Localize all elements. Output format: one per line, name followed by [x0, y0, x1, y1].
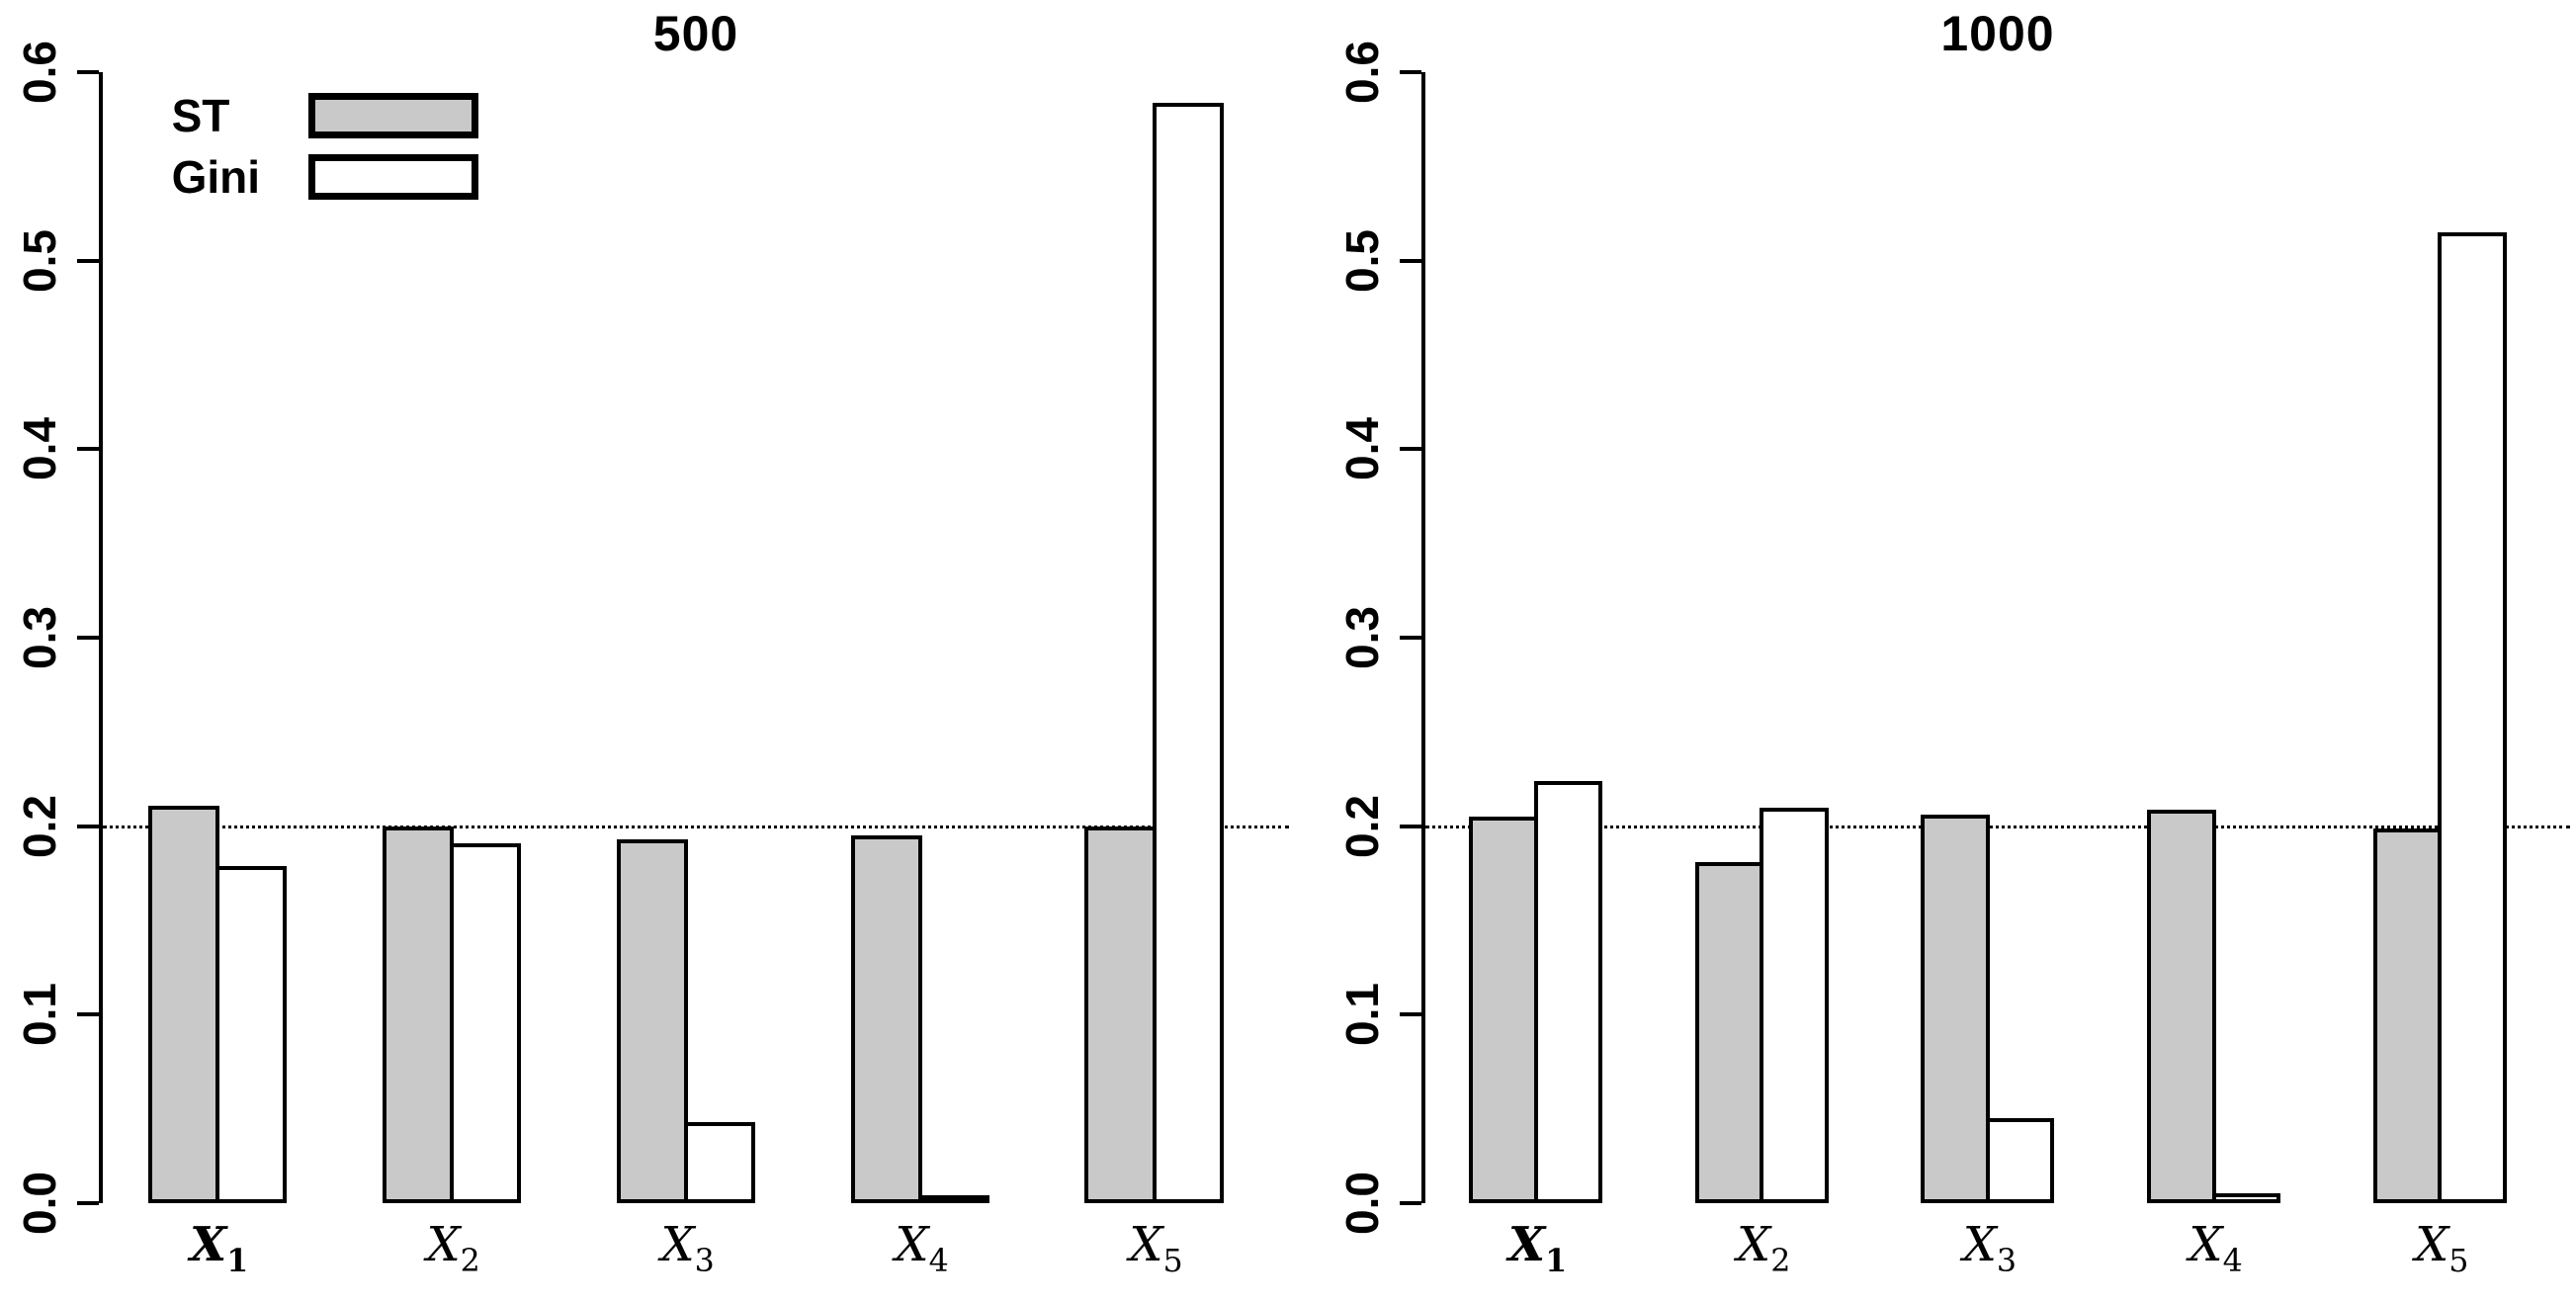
y-axis-tick-label: 0.0: [14, 1172, 65, 1235]
bar-group-X1: [1469, 72, 1606, 1203]
bar-gini-X3: [683, 1122, 755, 1203]
y-axis-tick-label: 0.3: [14, 606, 65, 669]
y-axis-tick: [1400, 1012, 1421, 1017]
x-axis-label-X2: X2: [426, 1217, 480, 1280]
bar-gini-X1: [215, 865, 287, 1203]
bar-gini-X5: [1152, 102, 1224, 1203]
x-axis-labels: X1 X2 X3 X4 X5: [103, 1203, 1289, 1279]
bar-st-X1: [1469, 817, 1538, 1203]
x-axis-label-X5: X5: [1129, 1217, 1183, 1280]
panel-title: 500: [652, 6, 739, 61]
panel-title: 1000: [1940, 6, 2055, 61]
y-axis-tick-label: 0.3: [1336, 606, 1388, 669]
bar-st-X4: [850, 835, 922, 1203]
bar-gini-X3: [1985, 1118, 2055, 1203]
x-axis-label-X4: X4: [895, 1217, 949, 1280]
bar-gini-X2: [1760, 807, 1829, 1203]
legend-row-st: ST: [172, 90, 478, 141]
y-axis-tick-label: 0.4: [14, 417, 65, 481]
y-axis-tick: [77, 824, 99, 828]
plot-area-500: 500 ST Gini 0.0 0.1 0.2 0.3 0.4 0.5 0.6 X1 X2 X3 X…: [14, 6, 1289, 1279]
bar-gini-X4: [917, 1195, 989, 1203]
bar-gini-X5: [2438, 232, 2507, 1203]
panel-1000: 1000 0.0 0.1 0.2 0.3 0.4 0.5 0.6 X1 X2 X3 X4 X5: [1288, 0, 2576, 1305]
y-axis-tick: [1400, 447, 1421, 452]
y-axis-tick: [1400, 258, 1421, 263]
bar-st-X2: [382, 826, 454, 1203]
y-axis-tick-label: 0.1: [14, 983, 65, 1047]
y-axis-tick: [1400, 636, 1421, 640]
y-axis-tick: [77, 1012, 99, 1017]
bar-group-X3: [1921, 72, 2058, 1203]
bar-group-X4: [2147, 72, 2284, 1203]
y-axis-tick-label: 0.2: [1336, 794, 1388, 858]
y-axis-tick-label: 0.6: [14, 41, 65, 104]
bar-gini-X1: [1533, 780, 1603, 1203]
bar-group-X1: [147, 72, 291, 1203]
y-axis-tick: [1400, 70, 1421, 74]
bar-st-X1: [147, 805, 219, 1203]
y-axis-tick-label: 0.5: [1336, 228, 1388, 293]
plot-area-1000: 1000 0.0 0.1 0.2 0.3 0.4 0.5 0.6 X1 X2 X3 X4 X5: [1336, 6, 2570, 1279]
bar-st-X4: [2147, 809, 2216, 1203]
reference-line-0.2: [1425, 825, 2570, 828]
bar-st-X3: [616, 839, 688, 1203]
y-axis-tick: [77, 636, 99, 640]
y-axis-tick: [77, 447, 99, 452]
panel-500: 500 ST Gini 0.0 0.1 0.2 0.3 0.4 0.5 0.6 X1 X2 X3 X…: [14, 6, 1289, 1279]
bar-group-X3: [616, 72, 759, 1203]
y-axis-tick: [77, 1201, 99, 1205]
y-axis-tick: [1400, 824, 1421, 828]
x-axis-label-X2: X2: [1737, 1217, 1791, 1280]
bar-group-X4: [850, 72, 993, 1203]
legend-label-gini: Gini: [171, 151, 261, 204]
bar-group-X2: [1694, 72, 1833, 1203]
bar-group-X5: [1084, 72, 1227, 1203]
y-axis-tick-label: 0.0: [1336, 1172, 1388, 1235]
reference-line-0.2: [103, 825, 1289, 828]
bar-group-X5: [2372, 72, 2511, 1203]
legend-swatch-st-icon: [307, 93, 478, 139]
y-axis-tick: [1400, 1201, 1421, 1205]
legend-swatch-gini-icon: [307, 154, 478, 201]
legend-label-st: ST: [171, 90, 230, 142]
x-axis-label-X5: X5: [2415, 1217, 2469, 1280]
x-axis-label-X3: X3: [1962, 1217, 2018, 1280]
bar-st-X2: [1694, 861, 1764, 1203]
y-axis-tick-label: 0.4: [1336, 417, 1388, 481]
bar-st-X3: [1921, 815, 1990, 1203]
y-axis-tick: [77, 258, 99, 263]
bar-gini-X4: [2211, 1193, 2281, 1203]
bar-st-X5: [2372, 827, 2443, 1203]
bars-container: [1425, 72, 2570, 1203]
x-axis-label-X4: X4: [2189, 1217, 2243, 1280]
x-axis-label-X1: X1: [190, 1217, 249, 1280]
bar-st-X5: [1084, 826, 1157, 1203]
legend-row-gini: Gini: [172, 151, 478, 203]
x-axis-labels: X1 X2 X3 X4 X5: [1425, 1203, 2570, 1279]
bar-gini-X2: [449, 842, 521, 1203]
y-axis-tick-label: 0.5: [14, 228, 65, 293]
x-axis-label-X1: X1: [1507, 1217, 1568, 1280]
y-axis-tick-label: 0.1: [1336, 983, 1388, 1047]
y-axis-tick-label: 0.2: [14, 794, 65, 858]
y-axis-tick-label: 0.6: [1336, 41, 1388, 104]
bars-container: [103, 72, 1289, 1203]
x-axis-label-X3: X3: [660, 1217, 715, 1280]
legend: ST Gini: [172, 90, 478, 213]
y-axis-tick: [77, 70, 99, 74]
bar-group-X2: [382, 72, 525, 1203]
